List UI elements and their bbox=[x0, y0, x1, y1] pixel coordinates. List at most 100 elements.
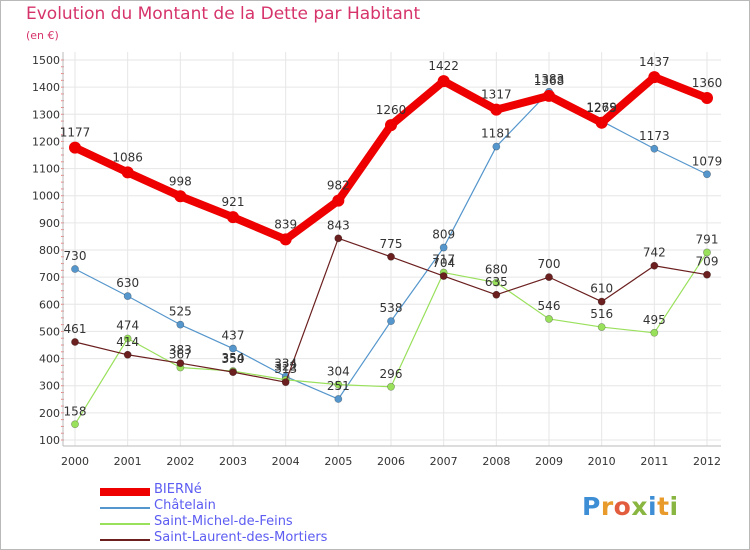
y-tick-label: 300 bbox=[39, 380, 60, 393]
series-point-0 bbox=[69, 141, 81, 154]
x-tick-label: 2009 bbox=[535, 455, 563, 468]
data-label-2: 680 bbox=[485, 263, 508, 277]
series-point-3 bbox=[229, 368, 237, 377]
series-point-3 bbox=[387, 252, 395, 261]
y-tick-label: 200 bbox=[39, 407, 60, 420]
data-label-1: 630 bbox=[116, 276, 139, 290]
data-label-3: 704 bbox=[432, 256, 455, 270]
series-point-3 bbox=[492, 290, 501, 299]
series-point-3 bbox=[545, 273, 553, 282]
data-label-2: 322 bbox=[274, 360, 297, 374]
series-point-2 bbox=[597, 323, 606, 331]
y-tick-label: 1000 bbox=[32, 190, 60, 203]
x-tick-label: 2008 bbox=[482, 455, 510, 468]
data-label-1: 1173 bbox=[639, 129, 670, 143]
series-point-2 bbox=[387, 382, 395, 391]
series-point-1 bbox=[334, 395, 343, 403]
data-label-1: 1079 bbox=[692, 154, 723, 168]
data-label-0: 982 bbox=[327, 179, 350, 193]
series-point-1 bbox=[176, 320, 185, 329]
x-tick-label: 2000 bbox=[61, 455, 89, 468]
series-point-0 bbox=[385, 119, 397, 132]
x-tick-label: 2002 bbox=[166, 455, 194, 468]
data-label-1: 251 bbox=[327, 379, 350, 393]
data-label-0: 839 bbox=[274, 217, 297, 231]
axes: 1002003004005006007008009001000110012001… bbox=[32, 52, 721, 468]
chart-title: Evolution du Montant de la Dette par Hab… bbox=[26, 4, 421, 24]
series-point-3 bbox=[71, 338, 79, 346]
series-point-2 bbox=[545, 315, 553, 323]
data-label-1: 334 bbox=[274, 356, 297, 370]
y-tick-label: 800 bbox=[39, 244, 60, 257]
data-label-1: 1181 bbox=[481, 127, 512, 141]
y-tick-label: 500 bbox=[39, 325, 60, 338]
legend-swatch-bierne bbox=[100, 488, 150, 496]
x-tick-label: 2012 bbox=[693, 455, 721, 468]
data-label-3: 461 bbox=[64, 322, 87, 336]
data-label-0: 1368 bbox=[534, 74, 565, 88]
y-tick-label: 900 bbox=[39, 217, 60, 230]
data-label-2: 495 bbox=[643, 313, 666, 327]
data-label-0: 1177 bbox=[60, 126, 91, 140]
series-point-1 bbox=[439, 243, 448, 252]
data-label-0: 1437 bbox=[639, 55, 670, 69]
data-label-3: 383 bbox=[169, 343, 192, 357]
data-label-2: 516 bbox=[590, 307, 613, 321]
legend-swatch-chatelain bbox=[100, 507, 150, 509]
series-lines bbox=[69, 71, 713, 429]
data-label-3: 350 bbox=[222, 352, 245, 366]
series-point-1 bbox=[650, 144, 659, 153]
legend-label-bierne: BIERNé bbox=[154, 482, 202, 497]
data-label-0: 1317 bbox=[481, 88, 512, 102]
series-point-3 bbox=[703, 270, 711, 279]
data-label-2: 717 bbox=[432, 253, 455, 267]
chart-unit-label: (en €) bbox=[26, 29, 59, 42]
series-point-3 bbox=[650, 261, 659, 270]
series-point-3 bbox=[123, 350, 132, 359]
x-tick-label: 2007 bbox=[430, 455, 458, 468]
data-label-1: 730 bbox=[64, 249, 87, 263]
data-label-0: 1269 bbox=[586, 101, 617, 115]
data-label-3: 313 bbox=[274, 362, 297, 376]
series-point-2 bbox=[123, 334, 132, 343]
series-point-2 bbox=[703, 248, 711, 257]
legend-label-saint-michel-de-feins: Saint-Michel-de-Feins bbox=[154, 514, 293, 529]
y-tick-label: 600 bbox=[39, 298, 60, 311]
series-point-3 bbox=[334, 234, 343, 243]
data-label-0: 1260 bbox=[376, 103, 407, 117]
data-label-0: 1086 bbox=[112, 150, 143, 164]
series-point-0 bbox=[490, 103, 503, 116]
data-label-1: 1275 bbox=[586, 101, 617, 115]
y-tick-label: 1300 bbox=[32, 108, 60, 121]
x-tick-label: 2003 bbox=[219, 455, 247, 468]
y-tick-label: 1500 bbox=[32, 54, 60, 67]
data-label-2: 791 bbox=[696, 232, 719, 246]
series-point-2 bbox=[650, 328, 659, 337]
series-point-1 bbox=[492, 142, 501, 151]
series-point-0 bbox=[437, 75, 450, 88]
y-tick-label: 1400 bbox=[32, 81, 60, 94]
legend-swatch-saint-michel-de-feins bbox=[100, 523, 150, 525]
data-labels: 1177 1086 998 921 839 982 1260 1422 1317 1368 1269… bbox=[60, 55, 723, 418]
series-point-3 bbox=[281, 378, 290, 387]
data-label-1: 525 bbox=[169, 305, 192, 319]
data-label-3: 610 bbox=[590, 282, 613, 296]
series-point-0 bbox=[227, 211, 239, 224]
x-tick-label: 2011 bbox=[640, 455, 668, 468]
series-point-1 bbox=[229, 344, 237, 353]
series-point-1 bbox=[71, 265, 79, 273]
series-point-0 bbox=[595, 116, 608, 129]
x-tick-label: 2004 bbox=[272, 455, 300, 468]
data-label-0: 1422 bbox=[428, 59, 459, 73]
data-label-1: 538 bbox=[380, 301, 403, 315]
data-label-1: 1383 bbox=[534, 72, 565, 86]
data-label-3: 775 bbox=[380, 237, 403, 251]
legend-swatch-saint-laurent-des-mortiers bbox=[100, 539, 150, 541]
series-point-0 bbox=[648, 71, 661, 84]
series-point-2 bbox=[71, 420, 79, 429]
y-tick-label: 1200 bbox=[32, 135, 60, 148]
series-point-0 bbox=[174, 190, 187, 203]
data-label-2: 367 bbox=[169, 348, 192, 362]
data-label-2: 158 bbox=[64, 404, 87, 418]
